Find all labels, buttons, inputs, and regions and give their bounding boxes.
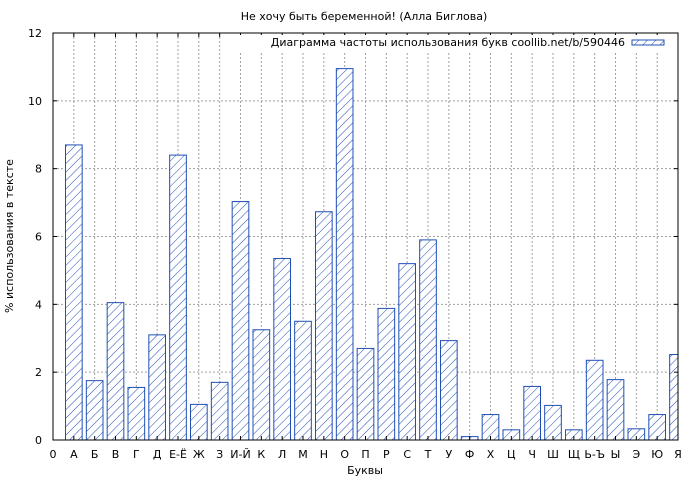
- x-tick-label: М: [298, 448, 308, 461]
- bar-3: [106, 302, 125, 441]
- x-tick-label: С: [403, 448, 411, 461]
- x-tick-label: И-Й: [230, 448, 250, 461]
- x-tick-label: Е-Ё: [169, 448, 187, 461]
- legend-background: [240, 35, 673, 51]
- bar-11: [273, 258, 292, 441]
- chart-title: Не хочу быть беременной! (Алла Биглова): [241, 10, 488, 23]
- y-tick-label: 2: [35, 366, 42, 379]
- x-axis-label: Буквы: [347, 464, 383, 477]
- bar-26: [585, 359, 604, 441]
- bar-7: [190, 403, 208, 441]
- bar-13: [315, 211, 333, 441]
- x-tick-label: Э: [632, 448, 640, 461]
- bar-30: [669, 354, 679, 441]
- legend-swatch: [631, 39, 665, 46]
- x-tick-label: Ж: [193, 448, 205, 461]
- y-tick-label: 12: [28, 27, 42, 40]
- bar-18: [419, 239, 437, 441]
- y-axis-label: % использования в тексте: [3, 159, 16, 313]
- x-tick-label: Г: [133, 448, 140, 461]
- x-tick-label: Ь-Ъ: [584, 448, 605, 461]
- x-tick-label: У: [445, 448, 452, 461]
- x-tick-label: Л: [278, 448, 286, 461]
- bar-27: [606, 379, 625, 441]
- x-tick-label: Ю: [651, 448, 663, 461]
- x-tick-label: Х: [487, 448, 495, 461]
- bar-10: [252, 329, 271, 441]
- bar-8: [210, 381, 229, 441]
- y-axis: 0 2 4 6 8 10 12: [28, 27, 678, 447]
- x-tick-label: З: [216, 448, 223, 461]
- bar-5: [148, 334, 166, 441]
- x-tick-label: Ы: [611, 448, 621, 461]
- bar-1: [65, 144, 83, 441]
- y-tick-label: 4: [35, 298, 42, 311]
- x-tick-label: Б: [91, 448, 99, 461]
- x-tick-label: Д: [153, 448, 162, 461]
- x-tick-label: Т: [424, 448, 432, 461]
- x-tick-label: Н: [320, 448, 328, 461]
- y-tick-label: 0: [35, 434, 42, 447]
- grid: [53, 33, 678, 440]
- bar-16: [377, 307, 396, 441]
- x-tick-label: Р: [383, 448, 390, 461]
- y-tick-label: 8: [35, 163, 42, 176]
- x-tick-label: Ф: [465, 448, 474, 461]
- y-tick-label: 10: [28, 95, 42, 108]
- x-tick-label: Ш: [547, 448, 559, 461]
- bar-4: [127, 386, 146, 441]
- x-tick-label: Ч: [528, 448, 536, 461]
- bar-19: [440, 340, 458, 441]
- bar-23: [523, 385, 541, 441]
- x-tick-label: Я: [674, 448, 682, 461]
- legend-label: Диаграмма частоты использования букв coo…: [271, 36, 625, 49]
- x-tick-label: В: [112, 448, 120, 461]
- x-origin-label: 0: [50, 448, 57, 461]
- x-tick-label: О: [340, 448, 349, 461]
- x-tick-label: К: [257, 448, 265, 461]
- bar-6: [169, 154, 187, 441]
- bar-9: [231, 201, 250, 441]
- bar-17: [398, 263, 417, 441]
- bar-14: [335, 68, 354, 441]
- x-tick-label: А: [70, 448, 78, 461]
- x-tick-label: Ц: [507, 448, 516, 461]
- y-tick-label: 6: [35, 231, 42, 244]
- bar-12: [294, 320, 312, 441]
- legend: Диаграмма частоты использования букв coo…: [240, 35, 673, 51]
- x-tick-label: Щ: [568, 448, 580, 461]
- bar-15: [356, 347, 375, 441]
- bar-24: [544, 404, 562, 441]
- bar-2: [85, 380, 104, 441]
- x-tick-label: П: [361, 448, 369, 461]
